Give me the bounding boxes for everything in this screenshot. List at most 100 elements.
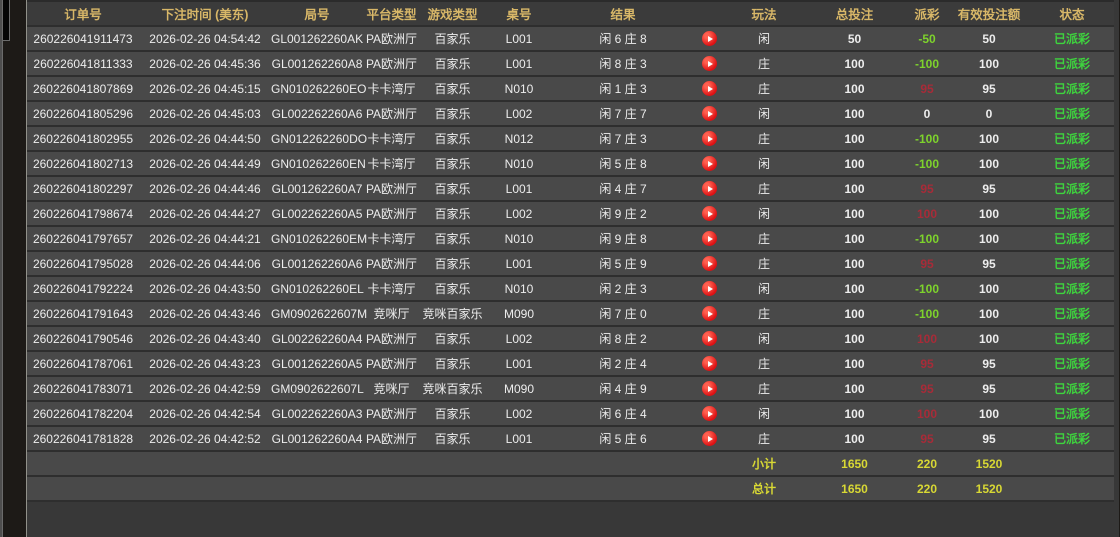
- replay-button[interactable]: [701, 381, 717, 397]
- replay-button[interactable]: [701, 256, 717, 272]
- replay-button[interactable]: [701, 281, 717, 297]
- play-icon: [707, 160, 713, 167]
- cell-game-type: 百家乐: [420, 151, 485, 177]
- cell-round-no: GM0902622607L: [271, 376, 364, 402]
- replay-button[interactable]: [701, 231, 717, 247]
- cell-order-no: 260226041811333: [27, 51, 139, 77]
- play-icon: [707, 35, 713, 42]
- cell-total-bet: 100: [803, 401, 906, 427]
- cell-platform: 卡卡湾厅: [363, 226, 420, 252]
- cell-payout: 95: [906, 251, 948, 277]
- replay-button[interactable]: [701, 431, 717, 447]
- cell-platform: 竞咪厅: [363, 376, 420, 402]
- cell-empty: [139, 451, 271, 477]
- cell-bet-time: 2026-02-26 04:45:03: [139, 101, 271, 127]
- cell-round-no: GN012262260DO: [271, 126, 367, 152]
- replay-button[interactable]: [701, 56, 717, 72]
- cell-order-no: 260226041782204: [27, 401, 139, 427]
- replay-button[interactable]: [701, 81, 717, 97]
- cell-bet-time: 2026-02-26 04:44:06: [139, 251, 271, 277]
- table-row: 260226041791643 2026-02-26 04:43:46 GM0902…: [27, 301, 1114, 327]
- replay-button[interactable]: [701, 406, 717, 422]
- cell-table-no: L001: [485, 176, 553, 202]
- cell-play: 庄: [725, 51, 803, 77]
- table-row: 260226041807869 2026-02-26 04:45:15 GN0102…: [27, 76, 1114, 102]
- cell-result: 闲 4 庄 7: [553, 176, 693, 202]
- cell-game-type: 百家乐: [420, 26, 485, 52]
- cell-valid-bet: 100: [948, 126, 1030, 152]
- cell-valid-bet: 95: [948, 176, 1030, 202]
- cell-empty: [693, 476, 725, 502]
- cell-bet-time: 2026-02-26 04:44:46: [139, 176, 271, 202]
- cell-result: 闲 6 庄 4: [553, 401, 693, 427]
- grand-total-row: 总计 1650 220 1520: [27, 476, 1114, 502]
- cell-total-bet: 100: [803, 276, 906, 302]
- col-header-valid-bet: 有效投注额: [948, 1, 1030, 27]
- play-icon: [707, 85, 713, 92]
- cell-play: 闲: [725, 101, 803, 127]
- cell-valid-bet: 100: [948, 51, 1030, 77]
- replay-button[interactable]: [701, 156, 717, 172]
- cell-table-no: L002: [485, 101, 553, 127]
- table-body: 260226041911473 2026-02-26 04:54:42 GL0012…: [27, 26, 1114, 452]
- cell-table-no: L001: [485, 251, 553, 277]
- cell-result: 闲 7 庄 7: [553, 101, 693, 127]
- cell-empty: [1030, 476, 1114, 502]
- cell-order-no: 260226041795028: [27, 251, 139, 277]
- play-icon: [707, 260, 713, 267]
- cell-order-no: 260226041805296: [27, 101, 139, 127]
- cell-bet-time: 2026-02-26 04:42:59: [139, 376, 271, 402]
- cell-order-no: 260226041802955: [27, 126, 139, 152]
- replay-button[interactable]: [701, 306, 717, 322]
- cell-result: 闲 4 庄 9: [553, 376, 693, 402]
- table-row: 260226041787061 2026-02-26 04:43:23 GL0012…: [27, 351, 1114, 377]
- cell-payout: 100: [906, 401, 948, 427]
- replay-button[interactable]: [701, 131, 717, 147]
- cell-status: 已派彩: [1030, 376, 1114, 402]
- cell-result: 闲 7 庄 3: [553, 126, 693, 152]
- cell-result: 闲 1 庄 3: [553, 76, 693, 102]
- cell-game-type: 竞咪百家乐: [420, 376, 485, 402]
- cell-empty: [420, 476, 485, 502]
- cell-replay: [693, 276, 725, 302]
- left-edge-strip: [0, 0, 2, 537]
- cell-bet-time: 2026-02-26 04:43:40: [139, 326, 271, 352]
- grand-total-row-payout: 220: [906, 476, 948, 502]
- replay-button[interactable]: [701, 206, 717, 222]
- cell-empty: [27, 451, 139, 477]
- table-row: 260226041798674 2026-02-26 04:44:27 GL0022…: [27, 201, 1114, 227]
- cell-game-type: 百家乐: [420, 176, 485, 202]
- cell-bet-time: 2026-02-26 04:54:42: [139, 26, 271, 52]
- cell-game-type: 百家乐: [420, 226, 485, 252]
- cell-play: 庄: [725, 176, 803, 202]
- cell-empty: [553, 476, 693, 502]
- replay-button[interactable]: [701, 331, 717, 347]
- subtotal-row-payout: 220: [906, 451, 948, 477]
- cell-payout: -100: [906, 226, 948, 252]
- cell-empty: [1030, 451, 1114, 477]
- replay-button[interactable]: [701, 106, 717, 122]
- left-divider-line: [2, 0, 3, 537]
- bet-records-panel: 订单号 下注时间 (美东) 局号 平台类型 游戏类型 桌号 结果 玩法 总投注 派彩 有效投注额 状态…: [26, 0, 1119, 537]
- cell-table-no: M090: [485, 376, 553, 402]
- cell-total-bet: 100: [803, 351, 906, 377]
- cell-replay: [693, 326, 725, 352]
- replay-button[interactable]: [701, 356, 717, 372]
- cell-play: 庄: [725, 76, 803, 102]
- play-icon: [707, 185, 713, 192]
- cell-result: 闲 5 庄 8: [553, 151, 693, 177]
- replay-button[interactable]: [701, 181, 717, 197]
- col-header-bet-time: 下注时间 (美东): [139, 1, 271, 27]
- cell-payout: 95: [906, 351, 948, 377]
- cell-empty: [27, 476, 139, 502]
- replay-button[interactable]: [701, 31, 717, 47]
- table-row: 260226041790546 2026-02-26 04:43:40 GL0022…: [27, 326, 1114, 352]
- cell-game-type: 百家乐: [420, 326, 485, 352]
- subtotal-row-label: 小计: [725, 451, 803, 477]
- grand-total-row-total-bet: 1650: [803, 476, 906, 502]
- cell-platform: PA欧洲厅: [363, 251, 420, 277]
- cell-round-no: GL002262260A4: [271, 326, 363, 352]
- cell-total-bet: 100: [803, 251, 906, 277]
- cell-total-bet: 100: [803, 426, 906, 452]
- cell-platform: 卡卡湾厅: [363, 126, 420, 152]
